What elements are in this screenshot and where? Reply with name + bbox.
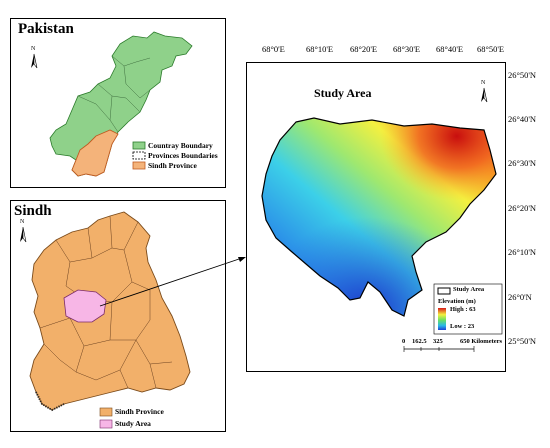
sindh-legend-label-study: Study Area (115, 419, 151, 428)
legend-swatch-provinces (132, 151, 146, 160)
top-tick-0: 68°0'E (262, 44, 285, 54)
study-north-label: N (481, 80, 486, 86)
legend-label-provinces: Provinces Boundaries (148, 151, 218, 160)
sindh-province-shape (29, 211, 191, 411)
right-tick-4: 26°10'N (508, 247, 537, 257)
elevation-high-label: High : 63 (450, 306, 476, 313)
sindh-legend-label-province: Sindh Province (115, 407, 164, 416)
right-tick-3: 26°20'N (508, 203, 537, 213)
pakistan-panel-title: Pakistan (18, 21, 74, 37)
pakistan-north-label: N (31, 46, 36, 52)
right-tick-1: 26°40'N (508, 114, 537, 124)
legend-swatch-country (132, 141, 146, 150)
sindh-north-arrow-icon (20, 226, 27, 243)
scale-label-2: 325 (433, 338, 443, 345)
legend-label-country: Countray Boundary (148, 141, 213, 150)
right-tick-6: 25°50'N (508, 336, 537, 346)
sindh-legend-swatch-study (99, 419, 113, 429)
top-tick-2: 68°20'E (350, 44, 378, 54)
scale-bar (403, 346, 475, 352)
scale-label-3: 650 Kilometers (460, 338, 503, 345)
top-tick-5: 68°50'E (477, 44, 505, 54)
scale-label-0: 0 (402, 338, 406, 345)
link-arrow (99, 257, 243, 307)
legend-label-study-area: Study Area (453, 286, 485, 293)
legend-swatch-study-area (437, 287, 451, 295)
sindh-study-area-shape (63, 289, 107, 323)
right-tick-5: 26°0'N (508, 292, 532, 302)
top-tick-4: 68°40'E (436, 44, 464, 54)
study-north-arrow-icon (481, 87, 488, 103)
sindh-north-label: N (20, 219, 25, 225)
elevation-legend-title: Elevation (m) (438, 298, 476, 305)
legend-swatch-sindh (132, 161, 146, 170)
elevation-color-ramp (438, 308, 446, 330)
link-arrow-head-icon (238, 257, 246, 262)
study-area-title: Study Area (314, 86, 372, 100)
study-area-boundary (261, 117, 497, 317)
top-tick-3: 68°30'E (393, 44, 421, 54)
right-tick-2: 26°30'N (508, 158, 537, 168)
sindh-highlight-shape (71, 129, 119, 177)
elevation-low-label: Low : 23 (450, 323, 475, 330)
legend-label-sindh-province: Sindh Province (148, 161, 197, 170)
scale-label-1: 162.5 (412, 338, 427, 345)
north-arrow-icon (31, 53, 38, 69)
sindh-legend-swatch-province (99, 407, 113, 417)
top-tick-1: 68°10'E (306, 44, 334, 54)
sindh-panel-title: Sindh (14, 203, 52, 219)
right-tick-0: 26°50'N (508, 70, 537, 80)
